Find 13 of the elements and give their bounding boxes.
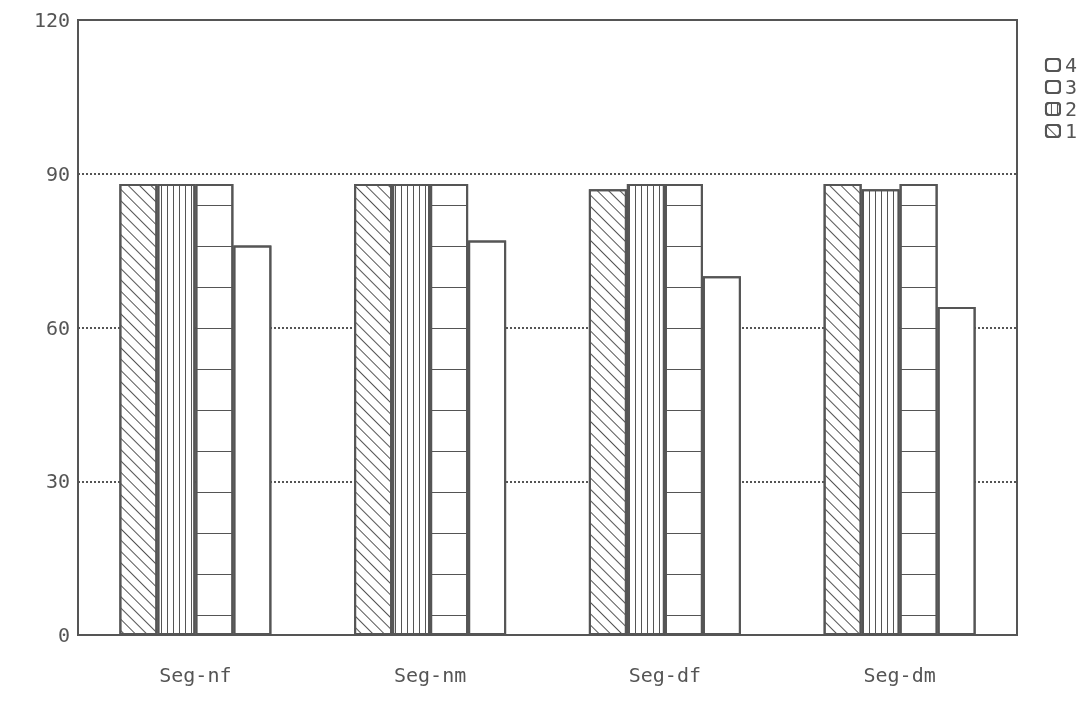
x-tick-label: Seg-dm xyxy=(863,663,936,687)
y-tick-label: 0 xyxy=(57,623,70,647)
x-tick-label: Seg-nm xyxy=(394,663,467,687)
legend-label: 1 xyxy=(1064,119,1078,143)
legend-label: 4 xyxy=(1064,53,1078,77)
x-tick-label: Seg-nf xyxy=(159,663,232,687)
legend-label: 2 xyxy=(1064,97,1078,121)
y-tick-label: 120 xyxy=(33,8,70,32)
x-tick-label: Seg-df xyxy=(628,663,701,687)
y-tick-label: 30 xyxy=(45,469,70,494)
y-tick-label: 90 xyxy=(45,161,70,186)
y-tick-label: 60 xyxy=(45,315,70,340)
legend-label: 3 xyxy=(1064,75,1078,99)
